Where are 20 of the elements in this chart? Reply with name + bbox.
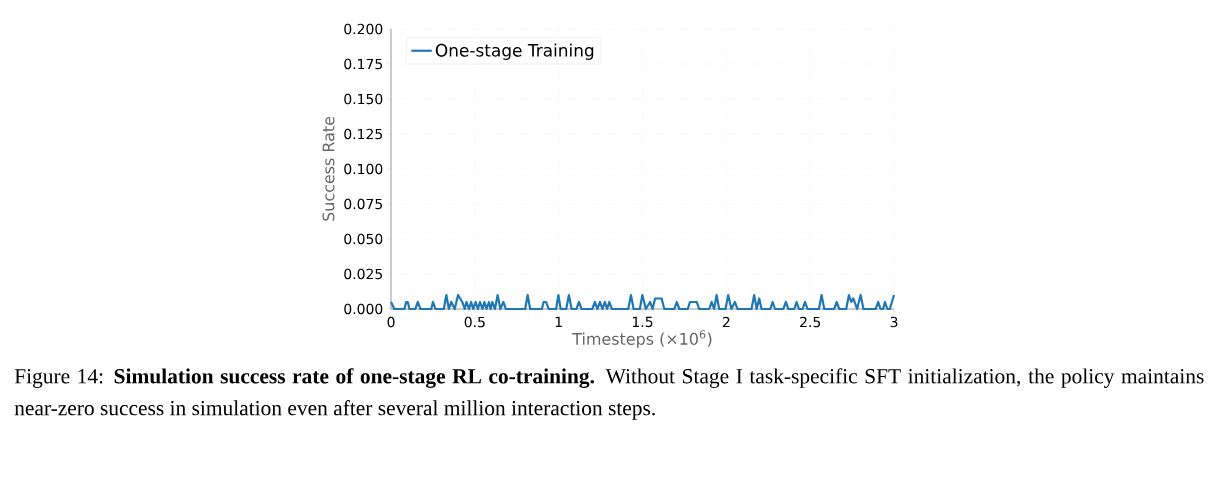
y-tick-label: 0.050 bbox=[344, 233, 383, 245]
y-axis-title: Success Rate bbox=[322, 116, 335, 221]
x-tick-label: 2.5 bbox=[800, 316, 821, 328]
y-tick-label: 0.150 bbox=[344, 93, 383, 105]
x-tick-label: 0.5 bbox=[464, 316, 485, 328]
x-tick-label: 1.5 bbox=[632, 316, 653, 328]
y-tick-label: 0.075 bbox=[344, 198, 383, 210]
x-tick-label: 3 bbox=[890, 316, 898, 328]
x-tick-label: 2 bbox=[722, 316, 730, 328]
x-tick-label: 1 bbox=[555, 316, 562, 327]
y-tick-label: 0.000 bbox=[344, 303, 383, 315]
y-tick-label: 0.100 bbox=[344, 163, 383, 175]
y-tick-label: 0.200 bbox=[344, 23, 383, 35]
legend-label: One-stage Training bbox=[435, 43, 594, 60]
caption: Figure 14: Simulation success rate of one-stage RL co-training. Without Stage I task-specific SFT initialization, the policy maintains near-zero success in simulation even after several million interaction steps. bbox=[14, 368, 1204, 420]
x-axis-title: Timesteps (×10$^{6}$) bbox=[572, 330, 712, 348]
y-tick-label: 0.025 bbox=[344, 268, 383, 280]
y-tick-label: 0.125 bbox=[344, 128, 383, 140]
x-tick-label: 0 bbox=[387, 316, 395, 328]
y-tick-label: 0.175 bbox=[344, 58, 383, 70]
